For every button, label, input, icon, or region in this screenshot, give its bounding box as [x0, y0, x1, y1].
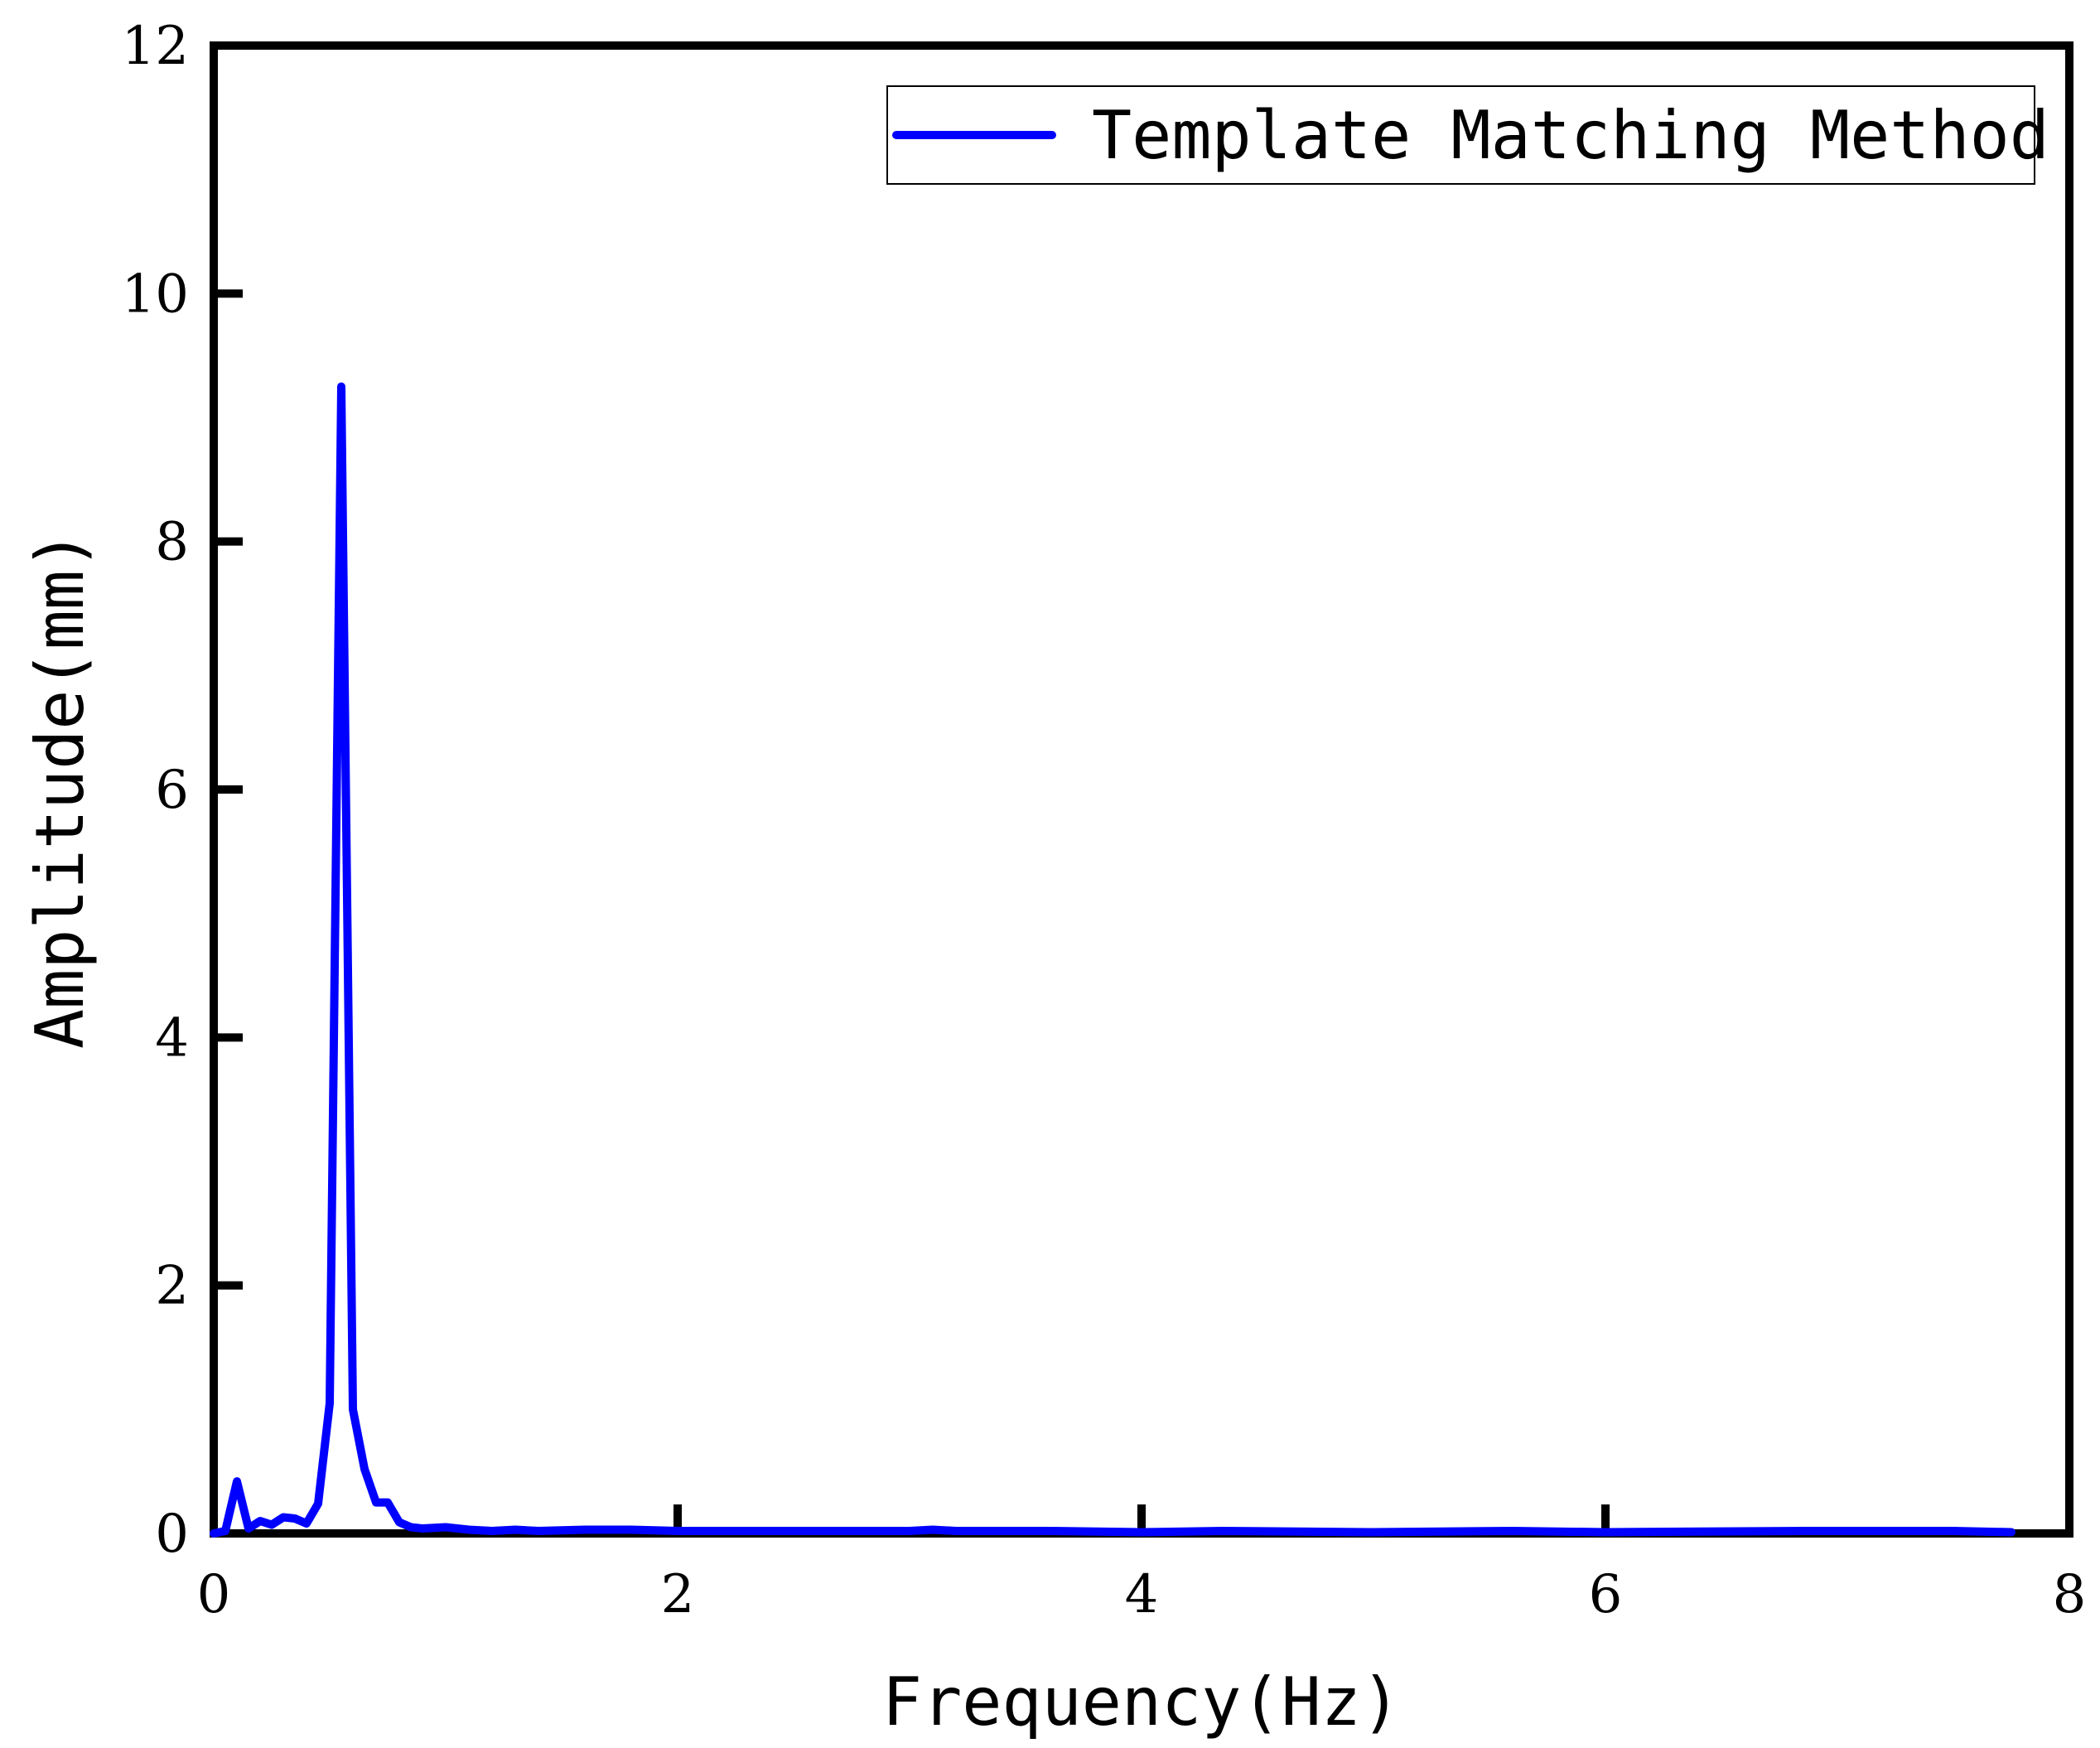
y-tick-label: 8 — [155, 512, 189, 573]
y-tick-label: 12 — [122, 16, 189, 77]
y-tick-label: 0 — [155, 1504, 189, 1565]
plot-frame — [210, 41, 2073, 1538]
x-tick-label: 0 — [197, 1564, 231, 1625]
y-tick-label: 2 — [155, 1256, 189, 1317]
x-axis-ticks: 0 2 4 6 8 — [197, 1504, 2087, 1625]
series-layer — [210, 382, 2016, 1538]
x-axis-label: Frequency(Hz) — [882, 1663, 1401, 1741]
y-axis-ticks: 0 2 4 6 8 10 12 — [122, 16, 243, 1565]
x-tick-label: 8 — [2053, 1564, 2087, 1625]
legend-label: Template Matching Method — [1092, 97, 2049, 174]
y-tick-label: 6 — [155, 760, 189, 821]
x-tick-label: 4 — [1125, 1564, 1159, 1625]
series-line — [210, 382, 2016, 1538]
legend-box — [886, 85, 2035, 185]
y-tick-label: 10 — [122, 263, 189, 325]
y-axis-label: Amplitude(mm) — [22, 530, 99, 1049]
x-tick-label: 6 — [1589, 1564, 1623, 1625]
legend: Template Matching Method — [886, 85, 2049, 185]
x-tick-label: 2 — [661, 1564, 695, 1625]
y-tick-label: 4 — [155, 1007, 189, 1069]
